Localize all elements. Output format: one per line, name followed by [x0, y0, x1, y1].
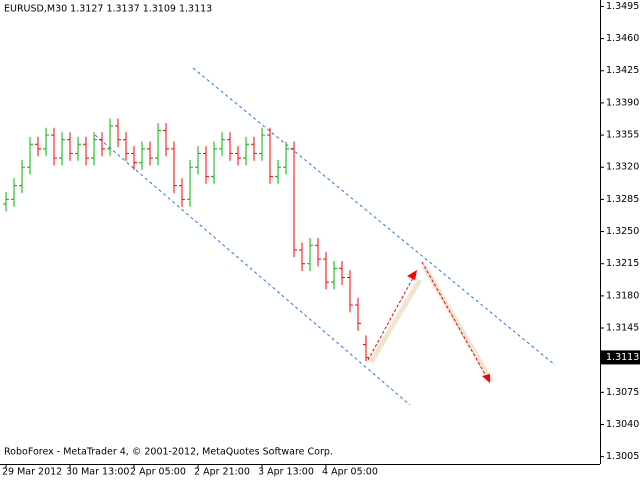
- arrow-up: [367, 275, 415, 361]
- y-tick-label: 1.3075: [606, 387, 639, 398]
- arrow-shadow: [368, 278, 423, 364]
- x-tick-label: 29 Mar 2012: [2, 467, 62, 478]
- channel-upper: [192, 67, 556, 366]
- y-tick-label: 1.3425: [606, 65, 639, 76]
- x-tick-label: 2 Apr 21:00: [194, 467, 250, 478]
- y-tick-label: 1.3495: [606, 1, 639, 12]
- footer: RoboForex - MetaTrader 4, © 2001-2012, M…: [4, 447, 333, 458]
- y-tick-label: 1.3460: [606, 33, 639, 44]
- y-tick-label: 1.3390: [606, 97, 639, 108]
- arrow-head: [482, 374, 490, 383]
- y-tick-label: 1.3180: [606, 290, 639, 301]
- last-price-box: [601, 350, 640, 365]
- y-tick-label: 1.3355: [606, 130, 639, 141]
- chart-title: EURUSD,M30 1.3127 1.3137 1.3109 1.3113: [4, 4, 212, 15]
- arrow-down: [421, 261, 487, 377]
- forecast-arrows: [367, 261, 495, 384]
- y-tick-label: 1.3320: [606, 162, 639, 173]
- last-price: 1.3113: [606, 352, 639, 363]
- y-tick-label: 1.3145: [606, 323, 639, 334]
- y-tick-label: 1.3040: [606, 419, 639, 430]
- y-tick-label: 1.3285: [606, 194, 639, 205]
- x-tick-label: 30 Mar 13:00: [66, 467, 129, 478]
- y-tick-label: 1.3215: [606, 258, 639, 269]
- channel: [94, 67, 556, 406]
- y-tick-label: 1.3250: [606, 226, 639, 237]
- x-tick-label: 3 Apr 13:00: [258, 467, 314, 478]
- x-tick-label: 4 Apr 05:00: [322, 467, 378, 478]
- bars: [3, 118, 369, 362]
- y-tick-label: 1.3005: [606, 451, 639, 462]
- x-tick-label: 2 Apr 05:00: [130, 467, 186, 478]
- arrow-head: [407, 270, 417, 280]
